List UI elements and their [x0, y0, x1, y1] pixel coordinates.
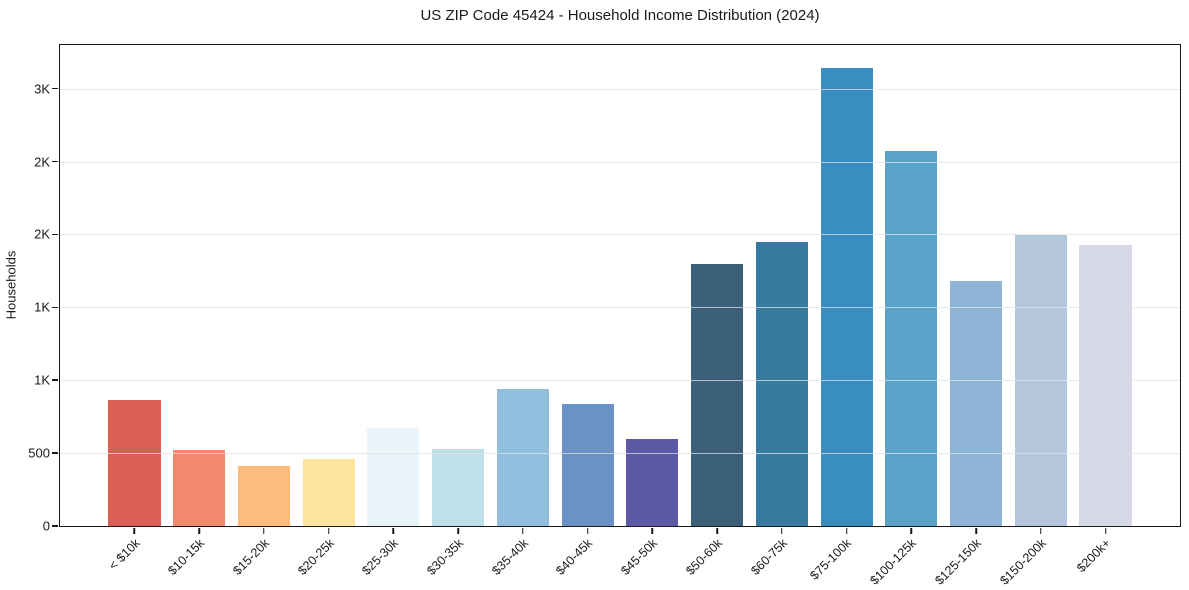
y-tick-label: 2K	[34, 154, 50, 170]
x-tick-label: $200k+	[1074, 536, 1114, 576]
y-tick-label: 1K	[34, 372, 50, 388]
chart-title: US ZIP Code 45424 - Household Income Dis…	[420, 7, 820, 24]
gridline	[60, 307, 1180, 309]
bar-$60-75k	[755, 241, 808, 526]
y-axis-label: Households	[3, 250, 19, 320]
y-tick-mark	[52, 160, 58, 163]
x-tick-mark	[716, 528, 718, 534]
bar-$40-45k	[561, 404, 614, 526]
bar-$30-35k	[432, 448, 485, 526]
x-tick-mark	[845, 528, 848, 534]
bar-$200k+	[1079, 245, 1132, 526]
y-tick-mark	[52, 452, 58, 454]
gridline	[60, 88, 1180, 90]
bar-$100-125k	[885, 151, 938, 526]
y-tick-mark	[52, 379, 58, 381]
bar-$15-20k	[237, 466, 290, 526]
y-tick-label: 0	[42, 518, 50, 534]
x-tick-label: $30-35k	[424, 536, 467, 578]
bar-$125-150k	[950, 281, 1003, 526]
bar-$75-100k	[820, 67, 873, 526]
x-tick-label: $25-30k	[359, 536, 402, 578]
x-tick-label: $125-150k	[932, 536, 984, 588]
x-tick-mark	[651, 528, 654, 534]
x-tick-mark	[781, 528, 783, 534]
y-tick-label: 3K	[34, 81, 50, 97]
bar-$45-50k	[626, 438, 679, 526]
y-tick-label: 2K	[34, 226, 50, 242]
bar-< $10k	[108, 399, 161, 526]
gridline	[60, 161, 1180, 163]
bar-$20-25k	[302, 458, 355, 526]
x-tick-mark	[975, 528, 977, 534]
bar-$50-60k	[691, 263, 744, 526]
x-tick-mark	[586, 528, 589, 534]
x-tick-mark	[327, 528, 330, 534]
x-tick-mark	[522, 528, 524, 534]
x-tick-mark	[1040, 528, 1042, 534]
gridline	[60, 234, 1180, 236]
x-tick-label: $10-15k	[165, 536, 208, 578]
x-tick-label: $45-50k	[618, 536, 661, 578]
bar-$150-200k	[1014, 235, 1067, 526]
x-tick-mark	[457, 528, 459, 534]
y-tick-mark	[52, 525, 58, 527]
y-tick-mark	[52, 87, 58, 90]
x-tick-label: $15-20k	[229, 536, 272, 578]
y-tick-mark	[52, 306, 58, 309]
bar-$25-30k	[367, 428, 420, 526]
x-tick-mark	[910, 528, 913, 534]
x-tick-label: < $10k	[105, 536, 143, 573]
bar-$35-40k	[496, 389, 549, 526]
x-tick-label: $35-40k	[488, 536, 531, 578]
y-tick-mark	[52, 233, 58, 236]
x-tick-label: $75-100k	[807, 536, 855, 583]
plot-area: 0 500 1K 1K 2K 2K 3K < $10k $10-15k $15-20k $20-25…	[28, 44, 1181, 588]
x-tick-label: $60-75k	[747, 536, 790, 578]
bar-$10-15k	[173, 450, 226, 526]
gridline	[60, 380, 1180, 382]
y-tick-label: 500	[28, 445, 50, 461]
x-tick-mark	[392, 528, 395, 534]
x-tick-label: $50-60k	[683, 536, 725, 578]
x-tick-mark	[1104, 528, 1107, 534]
x-tick-label: $150-200k	[997, 536, 1049, 588]
x-tick-label: $100-125k	[867, 536, 920, 588]
y-tick-label: 1K	[34, 299, 50, 315]
x-tick-mark	[133, 528, 136, 534]
x-tick-label: $40-45k	[553, 536, 596, 578]
x-tick-label: $20-25k	[294, 536, 337, 578]
gridline	[60, 453, 1180, 455]
x-tick-mark	[198, 528, 200, 534]
x-tick-mark	[263, 528, 265, 534]
